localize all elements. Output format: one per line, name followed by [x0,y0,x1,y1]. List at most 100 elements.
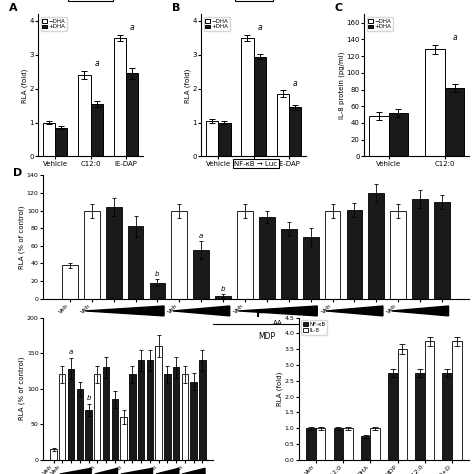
Text: DHA: DHA [117,319,132,326]
Bar [94,374,100,460]
Bar [68,369,74,460]
Polygon shape [326,306,383,316]
Text: a: a [130,23,135,32]
Bar [289,107,301,156]
Text: a: a [257,23,262,32]
Bar [369,116,389,156]
Bar [199,360,206,460]
Text: AA: AA [273,319,283,326]
Bar [346,210,362,299]
Bar [241,38,254,156]
Bar [155,346,162,460]
Bar [388,373,398,460]
Bar [254,56,266,156]
Bar [112,399,118,460]
Bar [425,49,445,156]
Bar [164,374,171,460]
Legend: NF-κB, IL-8: NF-κB, IL-8 [301,320,327,335]
Bar [55,128,67,156]
Text: EPA: EPA [195,319,208,326]
Bar [215,296,231,299]
Bar [120,417,127,460]
Bar [306,428,316,460]
Polygon shape [121,468,153,474]
Text: OA: OA [415,319,425,326]
Bar [147,360,153,460]
Bar [316,428,326,460]
Legend: −DHA, +DHA: −DHA, +DHA [41,17,67,31]
Bar [325,210,340,299]
Bar [389,113,408,156]
Polygon shape [85,306,164,316]
Polygon shape [60,468,91,474]
Text: a: a [293,79,298,88]
Y-axis label: IL-8 protein (pg/ml): IL-8 protein (pg/ml) [338,52,345,119]
Bar [77,389,83,460]
Legend: −DHA, +DHA: −DHA, +DHA [204,17,230,31]
Bar [182,374,188,460]
Bar [398,349,407,460]
Text: C: C [335,3,343,13]
Text: D: D [13,168,22,178]
Polygon shape [95,468,118,474]
Y-axis label: RLA (fold): RLA (fold) [184,68,191,102]
Text: A: A [9,3,17,13]
Y-axis label: RLA (% of control): RLA (% of control) [19,205,25,269]
Bar [78,75,91,156]
Bar [206,121,218,156]
Polygon shape [173,306,230,316]
Bar [129,374,136,460]
Bar [442,373,452,460]
Bar [84,210,100,299]
Text: a: a [199,233,203,239]
Bar [391,210,406,299]
Bar [368,193,384,299]
Y-axis label: RLA (fold): RLA (fold) [21,68,28,102]
Bar [91,104,103,156]
Bar [128,227,144,299]
Bar [43,123,55,156]
Bar [173,367,179,460]
Bar [425,341,434,460]
Bar [114,38,126,156]
Legend: −DHA, +DHA: −DHA, +DHA [367,17,393,31]
Bar [343,428,353,460]
Bar [412,199,428,299]
Bar [103,367,109,460]
Polygon shape [156,468,179,474]
Bar [334,428,343,460]
Y-axis label: RLA (fold): RLA (fold) [277,372,283,406]
Text: MDP: MDP [258,332,275,341]
Y-axis label: RLA (% of control): RLA (% of control) [19,357,25,420]
Bar [218,123,230,156]
Bar [62,265,78,299]
Bar [281,229,297,299]
Bar [50,449,57,460]
Text: B: B [172,3,180,13]
Bar [445,88,465,156]
Bar [415,373,425,460]
Polygon shape [238,306,317,316]
Bar [59,374,65,460]
Bar [434,202,450,299]
Bar [237,210,253,299]
Bar [303,237,319,299]
Bar [138,360,144,460]
Text: b: b [221,286,225,292]
Text: F: F [256,309,264,319]
Text: a: a [452,33,457,42]
Polygon shape [182,468,205,474]
Bar [193,250,209,299]
Bar [172,210,187,299]
Bar [452,341,462,460]
Text: a: a [69,349,73,356]
Bar [191,382,197,460]
Bar [361,436,370,460]
Bar [106,207,121,299]
Bar [126,73,138,156]
Polygon shape [392,306,448,316]
Bar [259,217,275,299]
Bar [370,428,380,460]
Bar [150,283,165,299]
Text: a: a [94,59,99,68]
